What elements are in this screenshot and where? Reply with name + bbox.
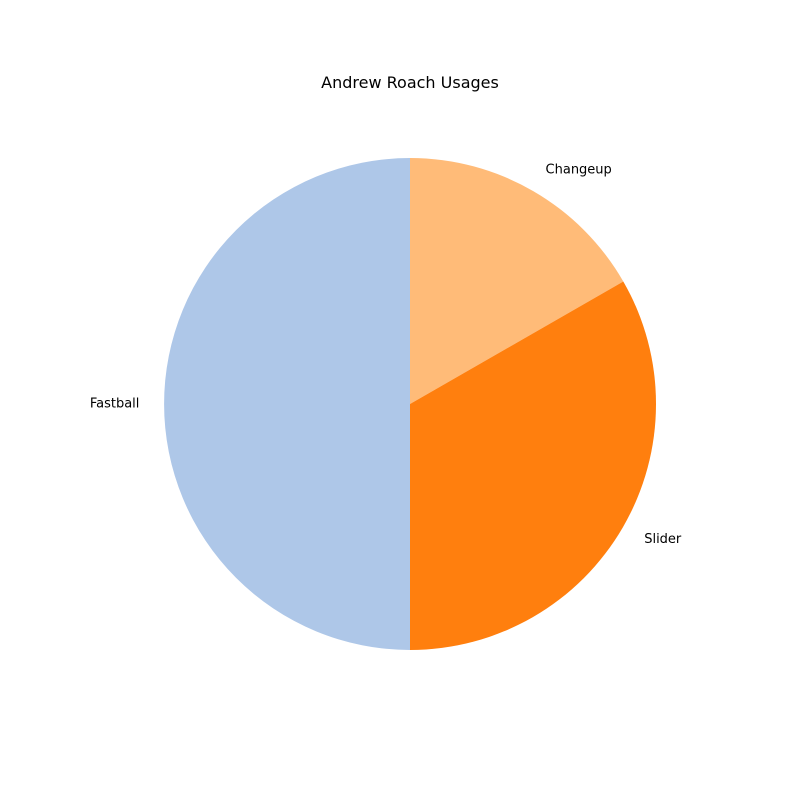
- pie-labels: Changeup Slider Fastball: [90, 162, 682, 547]
- chart-title: Andrew Roach Usages: [321, 73, 499, 92]
- pie-slice-changeup: [410, 158, 624, 404]
- pie-slice-slider: [410, 281, 656, 650]
- slice-label-fastball: Fastball: [90, 397, 140, 412]
- pie-slice-fastball: [164, 158, 410, 650]
- pie-slices: [164, 158, 656, 650]
- slice-label-slider: Slider: [644, 532, 682, 547]
- slice-label-changeup: Changeup: [546, 162, 612, 177]
